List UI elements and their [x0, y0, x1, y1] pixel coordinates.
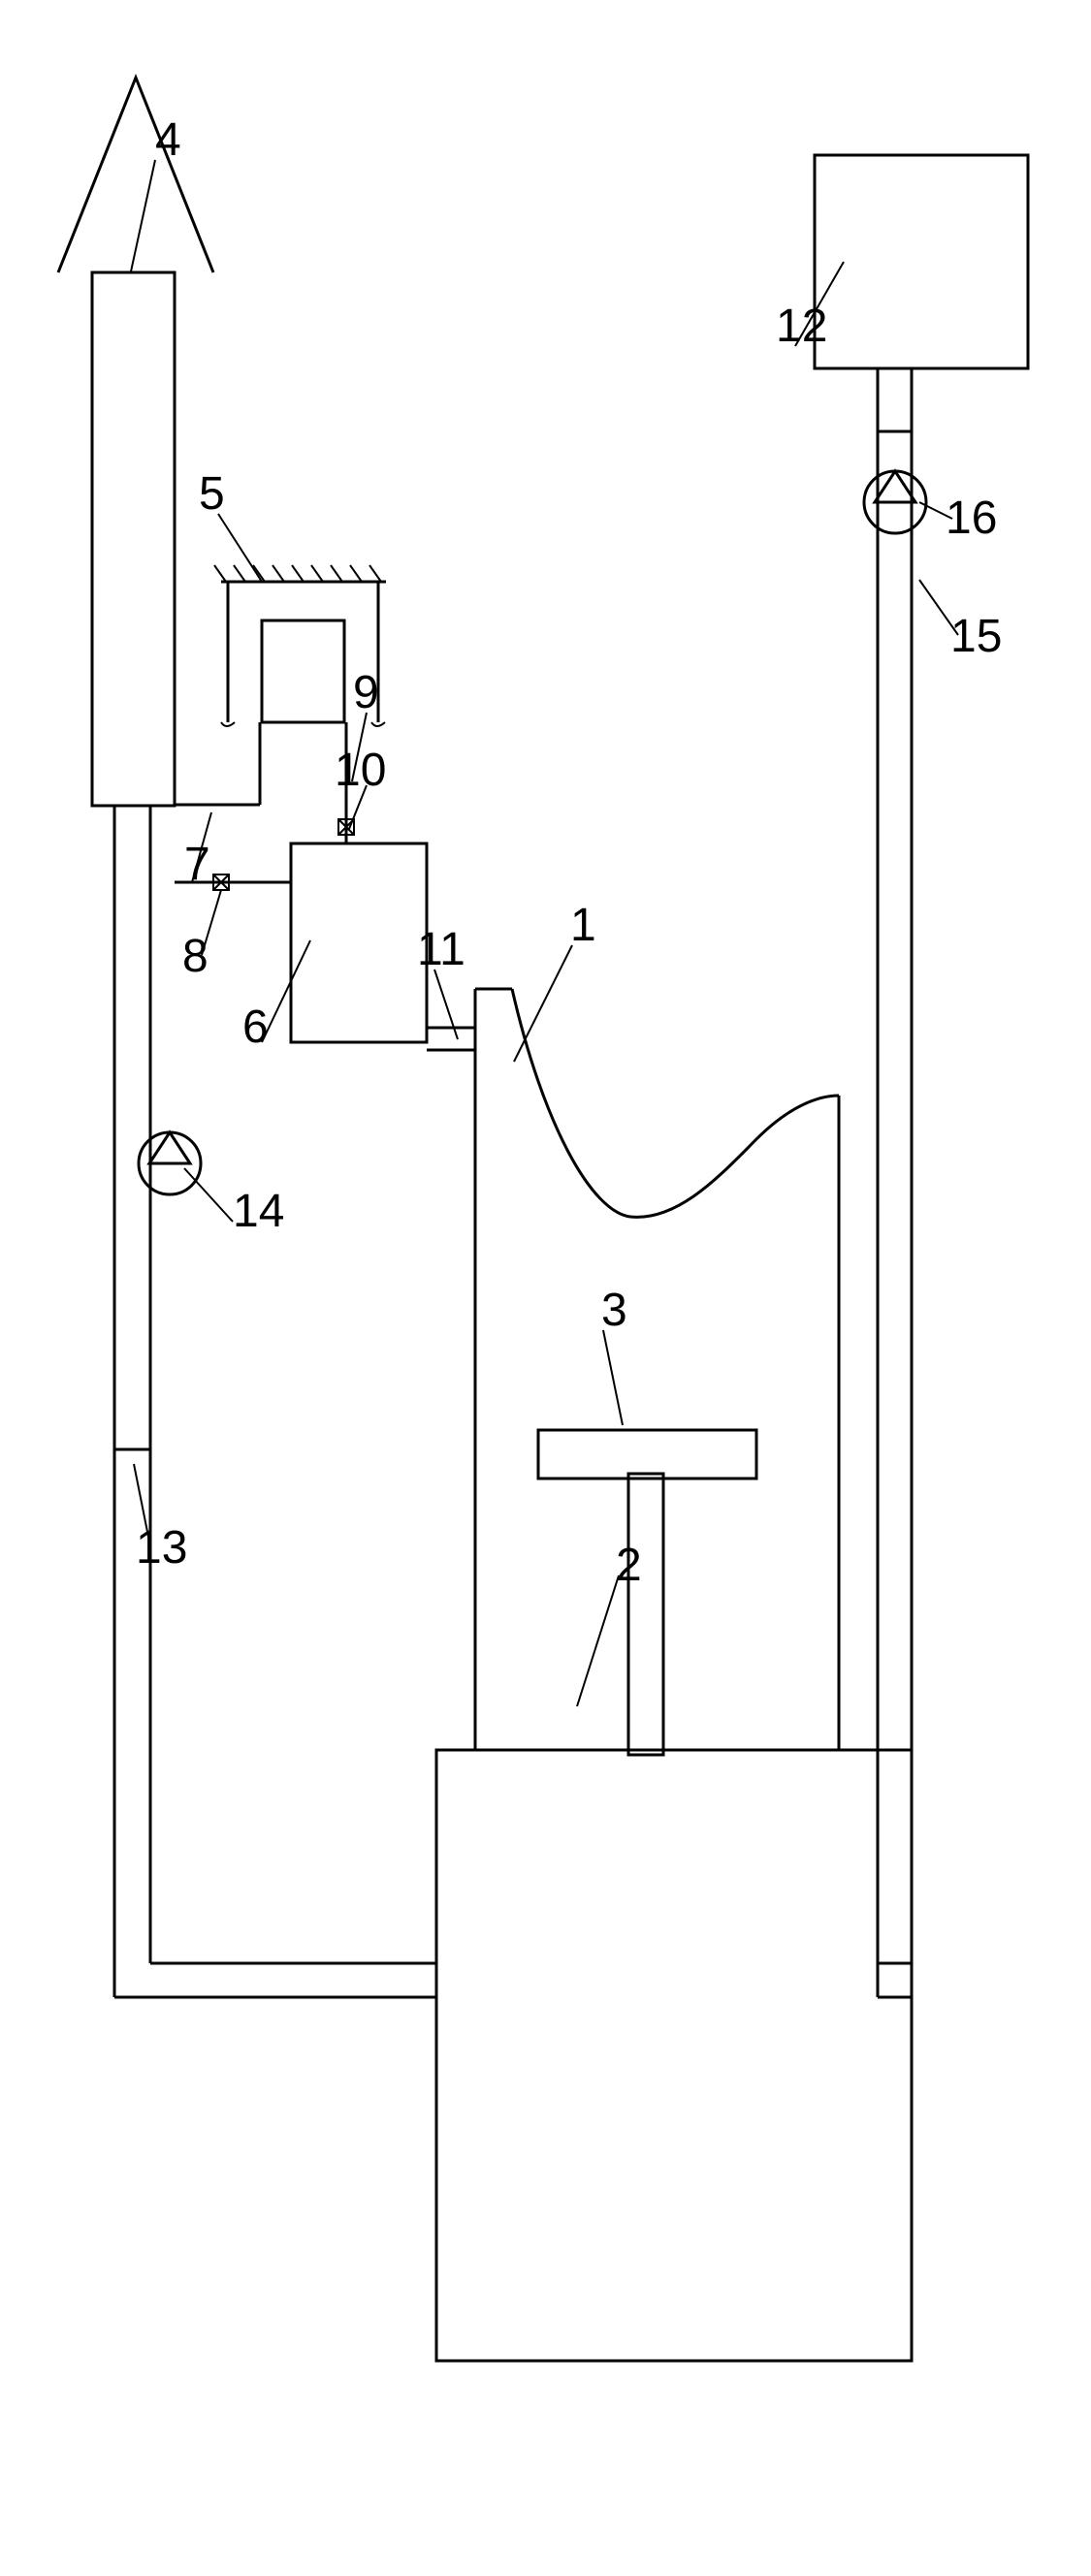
label-13: 13 [136, 1522, 187, 1574]
label-3: 3 [601, 1285, 627, 1336]
label-7: 7 [184, 839, 210, 890]
block-1-vessel [475, 989, 839, 1750]
pipe-11 [427, 1028, 475, 1050]
label-2: 2 [616, 1540, 642, 1591]
labels: 1 2 3 4 5 6 7 8 9 10 11 12 13 14 15 16 [136, 114, 1002, 1591]
label-1: 1 [570, 900, 596, 951]
label-14: 14 [233, 1186, 284, 1237]
block-4-chimney [58, 78, 213, 806]
label-4: 4 [155, 114, 181, 166]
block-2-base [436, 1750, 912, 2361]
leader-1 [514, 945, 572, 1062]
label-12: 12 [776, 301, 827, 352]
label-11: 11 [417, 924, 465, 975]
pipe-13 [114, 806, 436, 1997]
leader-3 [603, 1330, 623, 1425]
leaders [131, 160, 958, 1706]
leader-6 [262, 940, 310, 1042]
block-12-receiver [815, 155, 1028, 471]
block-3-impeller [538, 1430, 756, 1755]
label-5: 5 [199, 468, 225, 520]
leader-14 [184, 1168, 233, 1222]
block-6-tank [291, 843, 427, 1042]
label-10: 10 [335, 745, 386, 796]
pump-16 [864, 471, 926, 533]
pump-14 [139, 1132, 201, 1194]
leader-4 [131, 160, 155, 271]
label-16: 16 [946, 493, 997, 544]
leader-2 [577, 1575, 619, 1706]
pipe-15 [878, 431, 912, 1997]
label-6: 6 [242, 1002, 269, 1053]
leader-5 [218, 514, 262, 582]
schematic-canvas: 1 2 3 4 5 6 7 8 9 10 11 12 13 14 15 16 [0, 0, 1091, 2576]
label-9: 9 [353, 667, 379, 718]
label-8: 8 [182, 931, 209, 982]
label-15: 15 [950, 611, 1002, 662]
